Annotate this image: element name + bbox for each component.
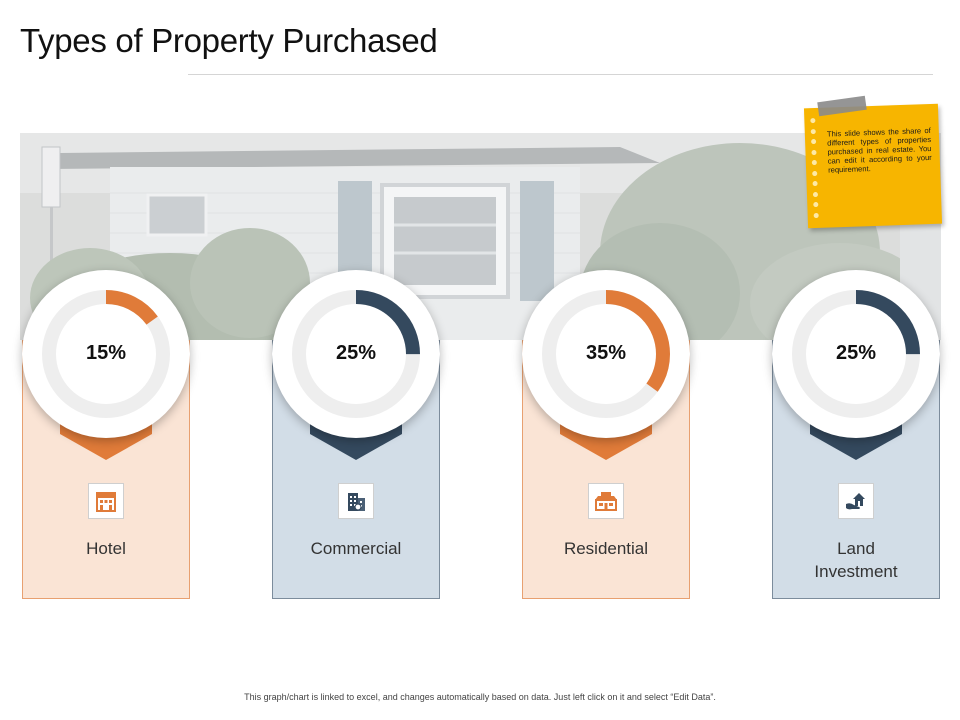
donut-hotel: 15% bbox=[22, 270, 190, 438]
house-icon bbox=[588, 483, 624, 519]
donut-segment-hotel[interactable] bbox=[42, 290, 170, 418]
card-label-hotel: Hotel bbox=[86, 539, 126, 558]
card-label-land-investment: Land Investment bbox=[814, 539, 898, 581]
title-divider bbox=[188, 74, 933, 75]
donut-segment-commercial[interactable] bbox=[292, 290, 420, 418]
footer-note: This graph/chart is linked to excel, and… bbox=[244, 692, 716, 702]
note-binding-holes bbox=[810, 117, 819, 219]
donut-residential: 35% bbox=[522, 270, 690, 438]
page-title: Types of Property Purchased bbox=[20, 22, 438, 59]
value-label-hotel: 15% bbox=[85, 342, 127, 364]
value-label-residential: 35% bbox=[585, 342, 627, 364]
donut-commercial: 25% bbox=[272, 270, 440, 438]
office-building-icon bbox=[338, 483, 374, 519]
hand-house-icon bbox=[838, 483, 874, 519]
card-label-residential: Residential bbox=[563, 539, 649, 558]
donut-land-investment: 25% bbox=[772, 270, 940, 438]
card-label-commercial: Commercial bbox=[310, 539, 402, 558]
donut-segment-residential[interactable] bbox=[542, 290, 670, 418]
value-label-land-investment: 25% bbox=[835, 342, 877, 364]
value-label-commercial: 25% bbox=[335, 342, 377, 364]
note-text: This slide shows the share of different … bbox=[826, 125, 932, 175]
hotel-icon bbox=[88, 483, 124, 519]
donut-segment-land-investment[interactable] bbox=[792, 290, 920, 418]
sticky-note: This slide shows the share of different … bbox=[803, 103, 943, 229]
house-photo bbox=[20, 133, 941, 340]
